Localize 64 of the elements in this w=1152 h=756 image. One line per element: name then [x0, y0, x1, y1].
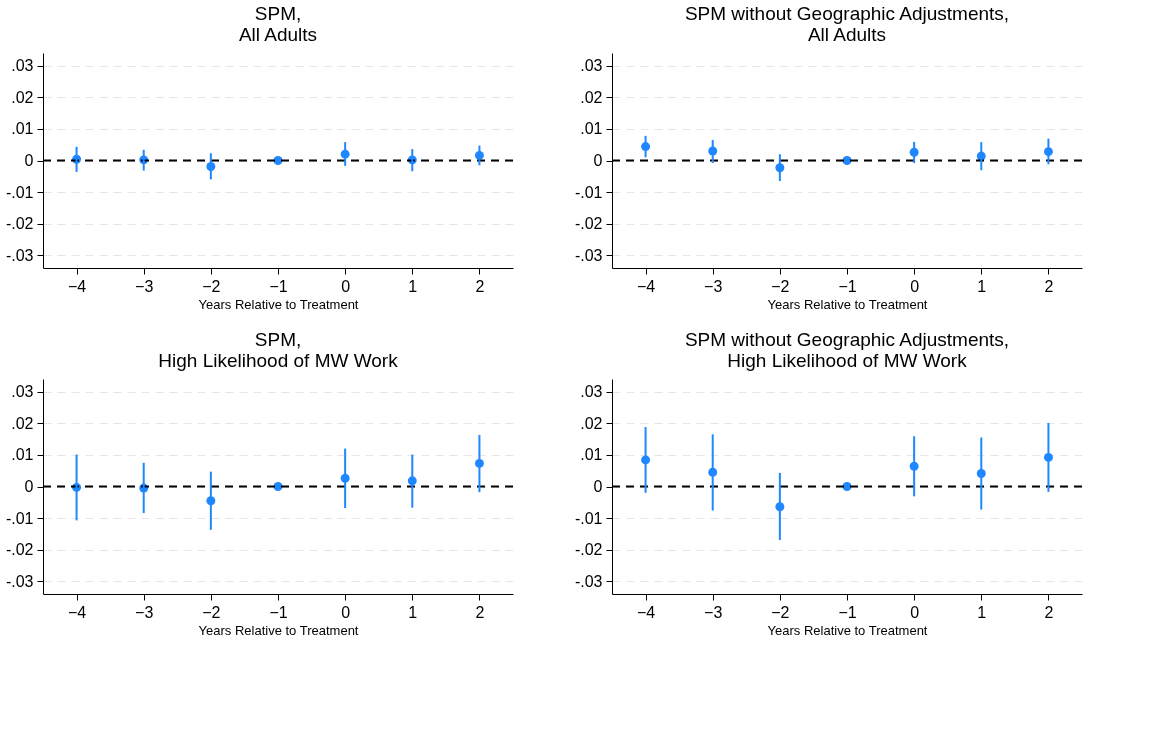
- y-tick-label: .02: [580, 88, 603, 106]
- x-tick-label: 2: [1044, 277, 1054, 295]
- x-tick-label: −1: [838, 603, 857, 621]
- y-tick-label: 0: [593, 478, 603, 495]
- x-tick-label: −2: [202, 277, 221, 295]
- x-tick-label: −2: [771, 277, 790, 295]
- x-tick-label: −3: [135, 277, 154, 295]
- y-tick-label: .01: [11, 120, 34, 138]
- x-tick-label: 1: [977, 603, 987, 621]
- x-tick-label: 1: [977, 277, 987, 295]
- y-tick-label: -.03: [574, 246, 603, 264]
- y-tick-label: -.03: [574, 572, 603, 590]
- x-tick-label: −4: [67, 603, 87, 621]
- x-tick-label: −2: [202, 603, 221, 621]
- x-axis-title: Years Relative to Treatment: [198, 622, 359, 638]
- y-tick-label: .03: [11, 383, 34, 401]
- y-tick-label: .01: [11, 446, 34, 464]
- x-axis-title: Years Relative to Treatment: [198, 296, 359, 312]
- x-tick-label: −3: [135, 603, 154, 621]
- y-tick-label: -.02: [5, 541, 34, 559]
- y-tick-label: .02: [580, 414, 603, 432]
- x-tick-label: 1: [408, 277, 418, 295]
- y-tick-label: .03: [580, 383, 603, 401]
- y-tick-label: .01: [580, 120, 603, 138]
- y-tick-label: 0: [593, 152, 603, 169]
- y-tick-label: -.03: [5, 246, 34, 264]
- x-tick-label: 0: [910, 603, 920, 621]
- x-tick-label: 0: [341, 277, 351, 295]
- x-tick-label: 2: [1044, 603, 1054, 621]
- x-tick-label: −3: [704, 603, 723, 621]
- y-tick-label: -.01: [574, 183, 603, 201]
- y-tick-label: -.02: [574, 541, 603, 559]
- y-tick-label: 0: [24, 478, 34, 495]
- y-tick-label: -.01: [5, 509, 34, 527]
- x-tick-label: 1: [408, 603, 418, 621]
- x-tick-label: −1: [269, 603, 288, 621]
- y-tick-label: -.02: [5, 215, 34, 233]
- x-tick-label: −3: [704, 277, 723, 295]
- x-tick-label: −4: [636, 603, 656, 621]
- chart-title: SPM without Geographic Adjustments, All Adults: [684, 3, 1010, 45]
- x-tick-label: 2: [475, 277, 485, 295]
- y-tick-label: .02: [11, 414, 34, 432]
- chart-title: SPM, All Adults: [238, 3, 318, 45]
- y-tick-label: .03: [580, 57, 603, 75]
- chart-title: SPM, High Likelihood of MW Work: [158, 329, 399, 371]
- y-tick-label: -.01: [574, 509, 603, 527]
- x-axis-title: Years Relative to Treatment: [767, 296, 928, 312]
- x-tick-label: −1: [269, 277, 288, 295]
- x-tick-label: −2: [771, 603, 790, 621]
- y-tick-label: .02: [11, 88, 34, 106]
- chart-title: SPM without Geographic Adjustments, High Likelihood of MW Work: [684, 329, 1010, 371]
- y-tick-label: .03: [11, 57, 34, 75]
- y-tick-label: -.03: [5, 572, 34, 590]
- y-tick-label: .01: [580, 446, 603, 464]
- x-tick-label: 2: [475, 603, 485, 621]
- x-tick-label: 0: [910, 277, 920, 295]
- y-tick-label: -.02: [574, 215, 603, 233]
- x-tick-label: −4: [636, 277, 656, 295]
- x-tick-label: 0: [341, 603, 351, 621]
- y-tick-label: 0: [24, 152, 34, 169]
- x-tick-label: −4: [67, 277, 87, 295]
- x-axis-title: Years Relative to Treatment: [767, 622, 928, 638]
- x-tick-label: −1: [838, 277, 857, 295]
- y-tick-label: -.01: [5, 183, 34, 201]
